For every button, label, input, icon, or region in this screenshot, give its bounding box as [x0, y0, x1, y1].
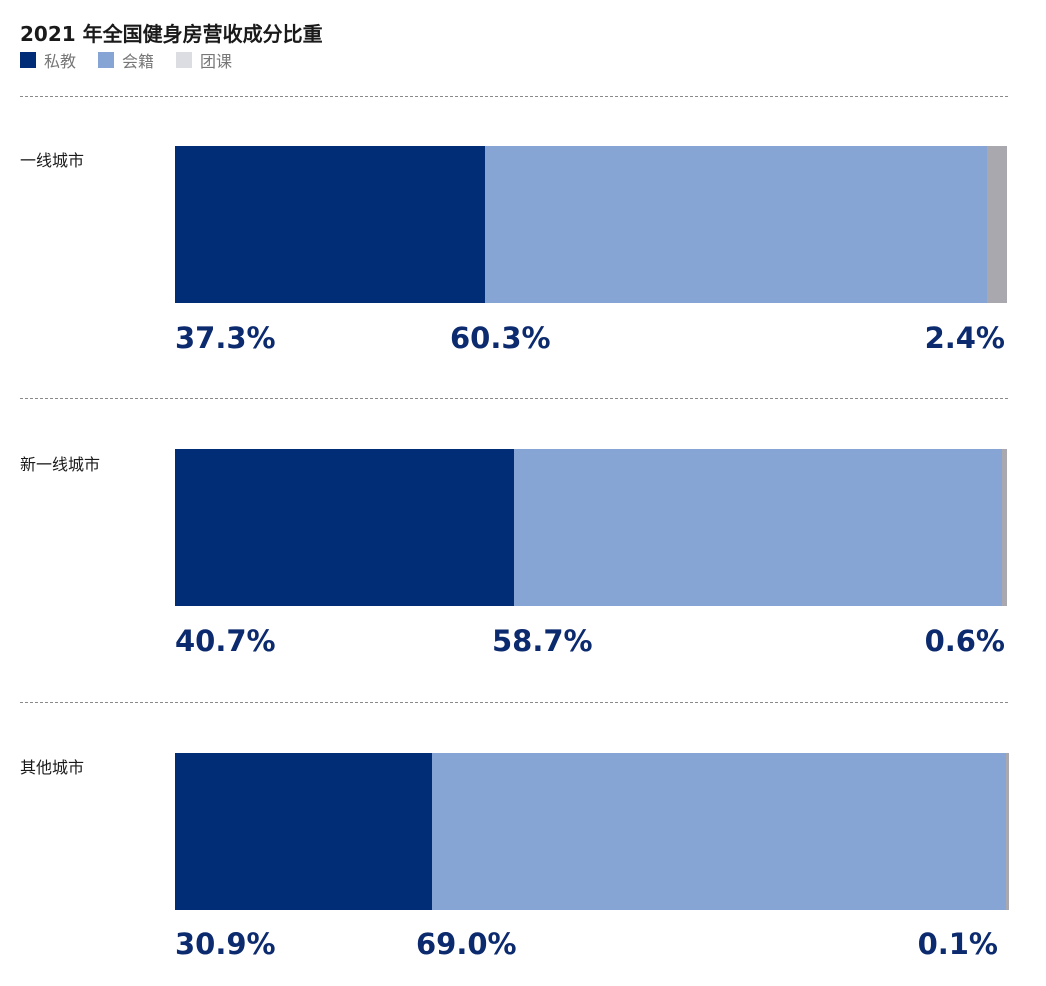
- bar-segment-group-class: [1006, 753, 1010, 910]
- value-label-group-class-other: 0.1%: [917, 927, 998, 961]
- value-label-group-class-new-tier1: 0.6%: [924, 624, 1005, 658]
- legend-swatch-group-class: [176, 52, 193, 68]
- divider: [20, 96, 1008, 97]
- legend-label-private-training: 私教: [44, 52, 77, 71]
- divider: [20, 398, 1008, 399]
- value-label-private-training-new-tier1: 40.7%: [175, 624, 276, 658]
- value-label-private-training-tier1: 37.3%: [175, 321, 276, 355]
- category-label-tier1: 一线城市: [20, 151, 85, 170]
- legend-item-private-training: 私教: [20, 48, 76, 72]
- bar-segment-private-training: [175, 146, 486, 303]
- chart-title: 2021 年全国健身房营收成分比重: [20, 22, 323, 46]
- bar-segment-group-class: [987, 146, 1007, 303]
- category-label-new-tier1: 新一线城市: [20, 455, 101, 474]
- bar-segment-group-class: [1002, 449, 1007, 606]
- legend-item-membership: 会籍: [98, 48, 154, 72]
- bar-segment-private-training: [175, 449, 514, 606]
- bar-segment-private-training: [175, 753, 433, 910]
- value-label-membership-tier1: 60.3%: [450, 321, 551, 355]
- value-label-membership-other: 69.0%: [416, 927, 517, 961]
- legend-label-membership: 会籍: [122, 52, 155, 71]
- legend-label-group-class: 团课: [200, 52, 233, 71]
- legend-item-group-class: 团课: [176, 48, 232, 72]
- bar-segment-membership: [432, 753, 1007, 910]
- bar-segment-membership: [513, 449, 1002, 606]
- value-label-membership-new-tier1: 58.7%: [492, 624, 593, 658]
- value-label-group-class-tier1: 2.4%: [924, 321, 1005, 355]
- legend-swatch-membership: [98, 52, 115, 68]
- stacked-bar-new-tier1: [175, 449, 1007, 606]
- value-label-private-training-other: 30.9%: [175, 927, 276, 961]
- legend-swatch-private-training: [20, 52, 36, 68]
- divider: [20, 702, 1008, 703]
- category-label-other: 其他城市: [20, 758, 85, 777]
- chart-legend: 私教 会籍 团课: [20, 48, 254, 72]
- bar-segment-membership: [485, 146, 988, 303]
- stacked-bar-tier1: [175, 146, 1007, 303]
- stacked-bar-other: [175, 753, 1010, 910]
